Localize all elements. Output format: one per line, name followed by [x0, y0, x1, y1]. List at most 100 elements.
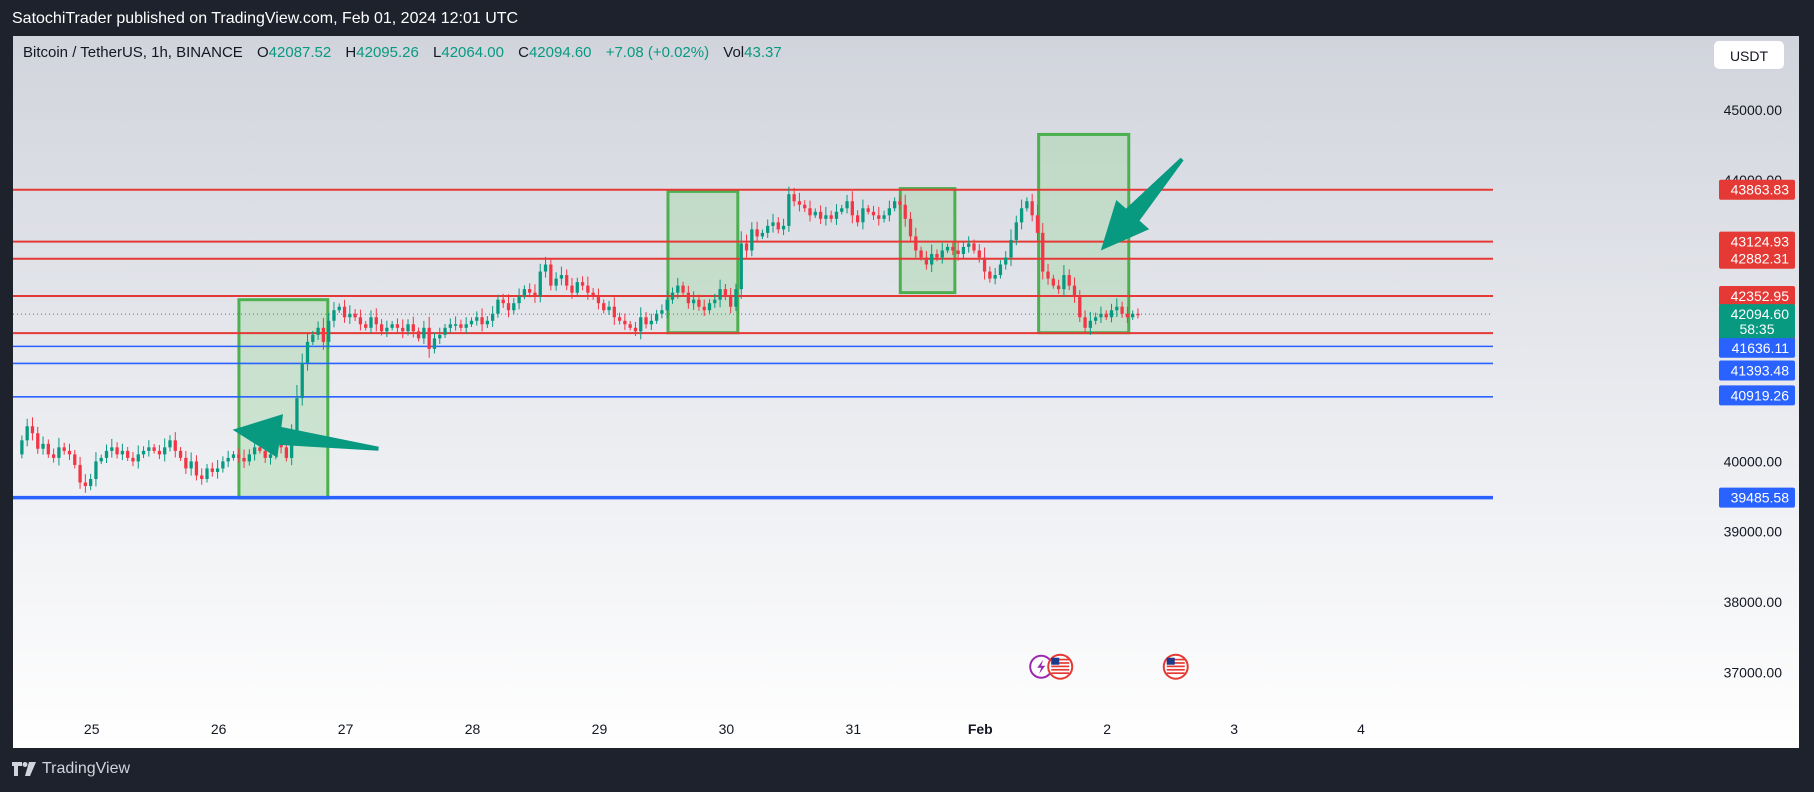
candle-body[interactable] [83, 482, 88, 487]
candle-body[interactable] [877, 215, 881, 219]
candle-body[interactable] [258, 447, 262, 451]
candle-body[interactable] [1062, 275, 1066, 290]
candle-body[interactable] [459, 324, 463, 328]
candle-body[interactable] [1099, 313, 1103, 318]
candle-body[interactable] [178, 450, 183, 458]
candle-body[interactable] [1131, 313, 1135, 318]
candle-body[interactable] [1009, 239, 1013, 258]
candle-body[interactable] [337, 306, 341, 311]
candle-body[interactable] [390, 324, 394, 328]
symbol-name[interactable]: Bitcoin / TetherUS, 1h, BINANCE [23, 44, 243, 61]
highlight-box-3[interactable] [898, 187, 957, 295]
price-tag-blue[interactable]: 41636.11 [1719, 337, 1795, 358]
candle-body[interactable] [57, 447, 61, 458]
candle-body[interactable] [395, 324, 400, 328]
candle-body[interactable] [750, 229, 754, 251]
candle-body[interactable] [554, 278, 558, 286]
candle-body[interactable] [173, 440, 177, 451]
candle-body[interactable] [20, 440, 24, 455]
price-tag-red[interactable]: 43863.83 [1719, 179, 1795, 200]
candle-body[interactable] [1120, 306, 1124, 314]
candle-body[interactable] [453, 324, 458, 326]
candle-body[interactable] [522, 289, 527, 297]
candle-body[interactable] [226, 457, 230, 462]
candle-body[interactable] [919, 250, 923, 258]
candle-body[interactable] [432, 338, 437, 349]
candle-body[interactable] [115, 447, 119, 455]
candle-body[interactable] [533, 292, 537, 297]
candle-body[interactable] [596, 296, 601, 304]
candle-body[interactable] [200, 475, 204, 479]
candle-body[interactable] [1019, 208, 1024, 223]
candle-body[interactable] [1109, 310, 1114, 318]
candle-body[interactable] [871, 211, 876, 216]
currency-button[interactable]: USDT [1713, 40, 1785, 70]
candle-body[interactable] [1072, 285, 1077, 297]
annotation-arrow-1[interactable] [232, 414, 379, 458]
candle-body[interactable] [385, 327, 389, 332]
candle-body[interactable] [760, 232, 765, 237]
candle-body[interactable] [110, 447, 114, 451]
price-tag-blue[interactable]: 40919.26 [1719, 385, 1795, 406]
candle-body[interactable] [284, 447, 289, 458]
candle-body[interactable] [422, 327, 426, 339]
candle-body[interactable] [506, 303, 511, 311]
candle-body[interactable] [575, 282, 579, 293]
candle-body[interactable] [348, 313, 352, 318]
candle-body[interactable] [639, 317, 643, 332]
price-tag-blue[interactable]: 41393.48 [1719, 360, 1795, 381]
candle-body[interactable] [30, 426, 35, 434]
candle-body[interactable] [559, 275, 564, 279]
us-flag-event-icon[interactable] [1162, 653, 1189, 680]
candle-body[interactable] [713, 299, 717, 304]
candle-body[interactable] [628, 324, 632, 328]
candle-body[interactable] [549, 264, 553, 286]
candle-body[interactable] [845, 201, 849, 209]
candle-body[interactable] [893, 201, 897, 209]
candle-body[interactable] [1067, 275, 1071, 286]
price-tag-red[interactable]: 43124.93 [1719, 231, 1795, 252]
candle-body[interactable] [808, 208, 812, 216]
candle-body[interactable] [73, 454, 77, 465]
candle-body[interactable] [41, 443, 45, 449]
candle-body[interactable] [94, 461, 98, 479]
candle-body[interactable] [99, 457, 103, 462]
candle-body[interactable] [818, 211, 823, 219]
candle-body[interactable] [78, 464, 82, 483]
candle-body[interactable] [924, 257, 929, 265]
candle-body[interactable] [295, 398, 299, 434]
candle-body[interactable] [1046, 271, 1050, 279]
candle-body[interactable] [914, 236, 918, 251]
candle-body[interactable] [321, 327, 326, 342]
candle-body[interactable] [157, 450, 162, 455]
candle-body[interactable] [411, 324, 415, 332]
candle-body[interactable] [1125, 313, 1130, 318]
candle-body[interactable] [512, 303, 516, 311]
candle-body[interactable] [263, 450, 267, 458]
candle-body[interactable] [813, 211, 817, 216]
candle-body[interactable] [1104, 313, 1108, 318]
candle-body[interactable] [840, 208, 844, 212]
candle-body[interactable] [797, 201, 802, 205]
candle-body[interactable] [247, 454, 251, 462]
candle-body[interactable] [36, 433, 40, 449]
highlight-box-2[interactable] [666, 189, 740, 335]
candle-body[interactable] [358, 317, 363, 325]
candle-body[interactable] [940, 250, 944, 258]
candle-body[interactable] [649, 320, 653, 325]
candle-body[interactable] [623, 320, 627, 325]
candle-body[interactable] [168, 440, 172, 448]
candle-body[interactable] [517, 296, 521, 304]
candlestick-chart[interactable]: 37000.00 38000.00 39000.00 40000.00 45000.00… [13, 36, 1799, 748]
candle-body[interactable] [866, 208, 870, 212]
candle-body[interactable] [982, 257, 987, 272]
candle-body[interactable] [443, 327, 447, 335]
candle-body[interactable] [829, 215, 833, 219]
candle-body[interactable] [776, 222, 780, 230]
candle-body[interactable] [205, 468, 209, 479]
candle-body[interactable] [887, 208, 892, 216]
candle-body[interactable] [231, 454, 236, 458]
candle-body[interactable] [120, 450, 125, 455]
candle-body[interactable] [945, 246, 950, 251]
candle-body[interactable] [427, 327, 431, 349]
